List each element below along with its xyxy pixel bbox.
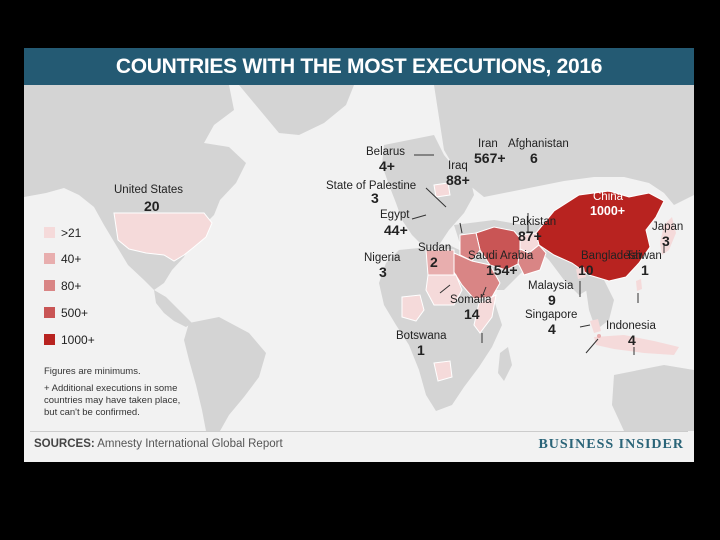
- note-additional-3: but can't be confirmed.: [44, 407, 140, 418]
- value-pakistan: 87+: [518, 228, 542, 244]
- label-iran: Iran: [478, 138, 498, 150]
- label-iraq: Iraq: [448, 160, 468, 172]
- sources-text: Amnesty International Global Report: [97, 438, 283, 450]
- infographic-card: COUNTRIES WITH THE MOST EXECUTIONS, 2016: [24, 48, 694, 462]
- leader-iraq: [459, 222, 463, 234]
- legend-swatch: [44, 253, 55, 264]
- leader-singapore: [585, 338, 599, 354]
- pakistan-shape: [517, 244, 547, 276]
- label-belarus: Belarus: [366, 146, 405, 158]
- title-bar: COUNTRIES WITH THE MOST EXECUTIONS, 2016: [24, 48, 694, 85]
- publisher-logo: BUSINESS INSIDER: [538, 437, 684, 452]
- label-bangladesh: Bangladesh: [581, 250, 642, 262]
- legend-swatch: [44, 227, 55, 238]
- leader-sudan: [439, 284, 451, 294]
- land-central-america: [154, 290, 192, 327]
- value-united-states: 20: [144, 198, 160, 214]
- value-egypt: 44+: [384, 222, 408, 238]
- value-palestine: 3: [371, 190, 379, 206]
- leader-palestine: [425, 187, 447, 208]
- legend-label: 80+: [61, 279, 82, 293]
- label-botswana: Botswana: [396, 330, 447, 342]
- iraq-shape: [459, 232, 481, 262]
- footer-divider: [30, 431, 688, 432]
- label-nigeria: Nigeria: [364, 252, 401, 264]
- nigeria-shape: [401, 294, 425, 322]
- united-states-shape: [113, 212, 213, 262]
- value-indonesia: 4: [628, 332, 636, 348]
- value-malaysia: 9: [548, 292, 556, 308]
- leader-lines: [411, 154, 665, 355]
- value-somalia: 14: [464, 306, 480, 322]
- legend-swatch: [44, 334, 55, 345]
- leader-egypt: [411, 214, 427, 220]
- land-russia: [434, 85, 694, 205]
- note-minimums: Figures are minimums.: [44, 366, 141, 377]
- value-china: 1000+: [590, 204, 626, 218]
- value-japan: 3: [662, 233, 670, 249]
- label-egypt: Egypt: [380, 209, 410, 221]
- note-additional-2: countries may have taken place,: [44, 395, 181, 406]
- note-additional-1: + Additional executions in some: [44, 383, 178, 394]
- taiwan-shape: [636, 279, 642, 291]
- label-sudan: Sudan: [418, 242, 452, 254]
- legend-label: >21: [61, 226, 82, 240]
- china-shape: [535, 190, 665, 282]
- legend-swatch: [44, 280, 55, 291]
- land-greenland: [239, 85, 354, 135]
- value-taiwan: 1: [641, 262, 649, 278]
- value-singapore: 4: [548, 321, 556, 337]
- land-southeast-asia: [584, 275, 614, 330]
- label-japan: Japan: [652, 221, 684, 233]
- label-somalia: Somalia: [450, 294, 492, 306]
- value-sudan: 2: [430, 254, 438, 270]
- botswana-shape: [433, 360, 453, 382]
- sources-label: SOURCES:: [34, 438, 95, 450]
- belarus-shape: [433, 182, 451, 198]
- singapore-shape: [597, 334, 601, 338]
- label-saudi-arabia: Saudi Arabia: [468, 250, 534, 262]
- chart-title: COUNTRIES WITH THE MOST EXECUTIONS, 2016: [115, 55, 603, 78]
- legend-swatch: [44, 307, 55, 318]
- value-saudi-arabia: 154+: [486, 262, 518, 278]
- value-bangladesh: 10: [578, 262, 594, 278]
- land-madagascar: [498, 347, 512, 381]
- value-afghanistan: 6: [530, 150, 538, 166]
- leader-malaysia: [579, 324, 591, 328]
- value-iran: 567+: [474, 150, 506, 166]
- label-indonesia: Indonesia: [606, 320, 656, 332]
- label-afghanistan: Afghanistan: [508, 138, 569, 150]
- value-belarus: 4+: [379, 158, 395, 174]
- label-malaysia: Malaysia: [528, 280, 574, 292]
- legend-label: 1000+: [61, 333, 95, 347]
- label-united-states: United States: [114, 184, 184, 196]
- label-pakistan: Pakistan: [512, 216, 557, 228]
- legend-label: 500+: [61, 306, 89, 320]
- value-nigeria: 3: [379, 264, 387, 280]
- leader-saudi: [481, 286, 487, 298]
- somalia-shape: [473, 294, 497, 334]
- land-south-america: [184, 317, 266, 431]
- sources-line: SOURCES: Amnesty International Global Re…: [34, 438, 283, 450]
- malaysia-shape: [590, 319, 601, 333]
- indonesia-shape: [594, 335, 679, 355]
- value-botswana: 1: [417, 342, 425, 358]
- label-palestine: State of Palestine: [326, 180, 417, 192]
- world-map: [24, 85, 694, 431]
- label-singapore: Singapore: [525, 309, 578, 321]
- bangladesh-shape: [576, 267, 586, 279]
- label-taiwan: Taiwan: [626, 250, 662, 262]
- land-australia: [612, 365, 694, 431]
- label-china: China: [593, 191, 624, 203]
- value-iraq: 88+: [446, 172, 470, 188]
- land-europe: [382, 135, 474, 247]
- legend-label: 40+: [61, 252, 82, 266]
